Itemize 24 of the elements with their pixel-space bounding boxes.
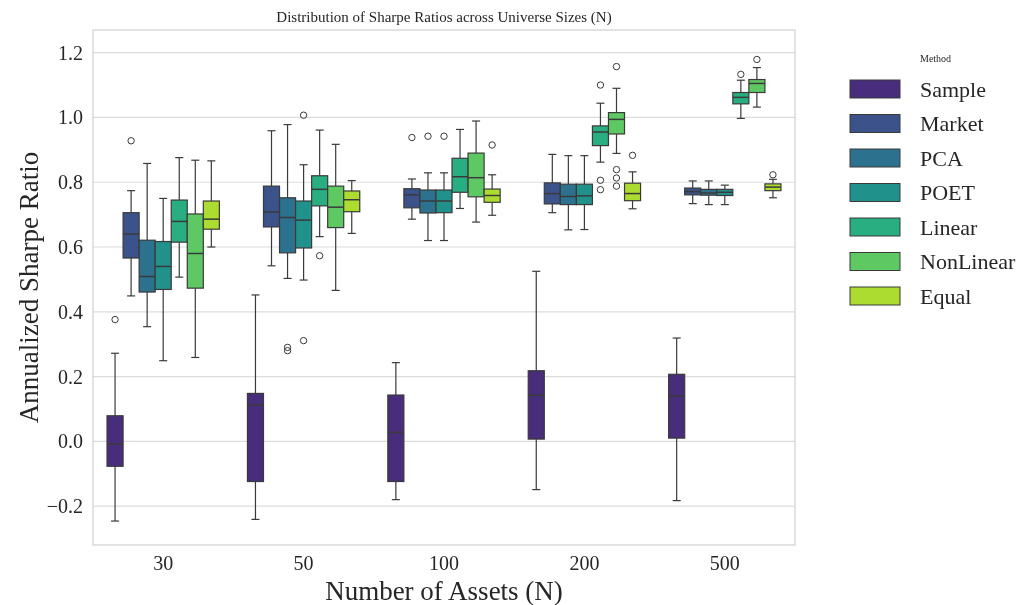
legend-title: Method	[920, 53, 952, 64]
legend-label: NonLinear	[920, 249, 1016, 275]
legend-label: Market	[920, 111, 984, 137]
y-tick-label: 0.2	[58, 365, 83, 388]
y-axis-title: Annualized Sharpe Ratio	[14, 151, 44, 424]
legend-label: Equal	[920, 283, 972, 309]
x-tick-label: 50	[293, 552, 314, 574]
legend-label: Linear	[920, 214, 979, 240]
y-tick-label: −0.2	[46, 495, 83, 518]
x-tick-label: 100	[429, 552, 459, 574]
legend-label: Sample	[920, 76, 986, 102]
y-tick-label: 0.6	[58, 236, 83, 259]
y-tick-label: 1.0	[58, 106, 83, 129]
legend-label: POET	[920, 180, 976, 206]
y-tick-label: 1.2	[58, 41, 83, 64]
y-tick-label: 0.0	[58, 430, 83, 453]
x-tick-label: 500	[709, 552, 740, 574]
legend-label: PCA	[920, 145, 963, 171]
x-tick-label: 30	[153, 552, 174, 574]
y-tick-label: 0.8	[58, 171, 83, 194]
x-axis-title: Number of Assets (N)	[325, 576, 563, 605]
y-tick-label: 0.4	[58, 300, 83, 323]
chart-title: Distribution of Sharpe Ratios across Universe Sizes (N)	[276, 9, 612, 26]
x-tick-label: 200	[569, 552, 600, 574]
